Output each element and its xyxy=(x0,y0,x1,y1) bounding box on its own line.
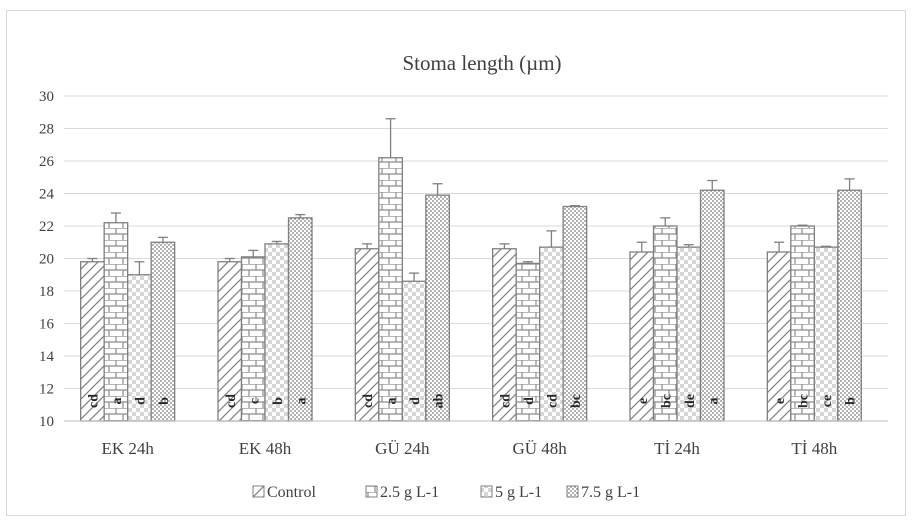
bar xyxy=(699,189,725,422)
y-tick-label: 30 xyxy=(39,89,54,105)
significance-letter: b xyxy=(157,397,172,405)
x-axis: EK 24h EK 48h GÜ 24h GÜ 48h Tİ 24h Tİ 48h xyxy=(64,420,888,458)
bar xyxy=(652,225,678,422)
significance-letter: ce xyxy=(820,395,835,407)
legend-swatch xyxy=(365,485,378,498)
significance-letter: e xyxy=(636,398,651,404)
significance-letter: bc xyxy=(659,394,674,408)
chart-title: Stoma length (µm) xyxy=(402,51,561,75)
legend-label: 7.5 g L-1 xyxy=(581,484,640,501)
significance-letter: a xyxy=(706,398,721,405)
legend-swatch xyxy=(480,485,493,498)
x-category-label: GÜ 48h xyxy=(513,439,568,458)
y-tick-label: 24 xyxy=(39,187,55,203)
significance-letter: d xyxy=(522,397,537,405)
significance-letter: cd xyxy=(224,394,239,408)
significance-letter: d xyxy=(408,397,423,405)
bar xyxy=(287,217,313,422)
significance-letter: e xyxy=(773,398,788,404)
bar xyxy=(837,189,862,422)
x-category-label: EK 24h xyxy=(101,439,154,458)
bar xyxy=(425,194,450,422)
bar xyxy=(264,243,290,422)
legend-swatch xyxy=(252,485,265,498)
significance-letter: a xyxy=(385,398,400,405)
significance-letter: b xyxy=(271,397,286,405)
y-tick-label: 10 xyxy=(39,414,54,430)
significance-letter: c xyxy=(247,398,262,404)
y-tick-label: 26 xyxy=(39,154,55,170)
significance-letter: bc xyxy=(797,394,812,408)
significance-letter: a xyxy=(294,398,309,405)
significance-letter: de xyxy=(683,394,698,408)
legend-label: 5 g L-1 xyxy=(495,484,542,501)
y-tick-label: 20 xyxy=(39,252,54,268)
bar xyxy=(562,205,588,422)
y-tick-label: 12 xyxy=(39,382,54,398)
legend-label: Control xyxy=(267,484,316,501)
significance-letter: cd xyxy=(545,394,560,408)
bar xyxy=(790,225,815,422)
legend-label: 2.5 g L-1 xyxy=(380,484,439,501)
significance-letter: cd xyxy=(498,394,513,408)
significance-letter: a xyxy=(110,398,125,405)
y-tick-label: 14 xyxy=(39,349,55,365)
x-category-label: GÜ 24h xyxy=(375,439,430,458)
y-tick-label: 18 xyxy=(39,284,54,300)
x-category-label: EK 48h xyxy=(239,439,292,458)
bars: cd a d b cd c b a cd a d ab cd d cd bc e bc de a e bc ce b xyxy=(80,118,862,422)
significance-letter: cd xyxy=(86,394,101,408)
y-tick-label: 16 xyxy=(39,317,55,333)
bar xyxy=(103,222,129,422)
bar xyxy=(629,251,655,422)
significance-letter: d xyxy=(133,397,148,405)
significance-letter: b xyxy=(844,397,859,405)
y-tick-label: 28 xyxy=(39,122,54,138)
x-category-label: Tİ 48h xyxy=(791,439,837,458)
legend-swatch xyxy=(566,485,579,498)
bar xyxy=(378,157,403,422)
y-axis: 10 12 14 16 18 20 22 24 26 28 30 xyxy=(39,89,55,430)
gridlines xyxy=(64,95,888,389)
bar xyxy=(240,256,266,422)
y-tick-label: 22 xyxy=(39,219,54,235)
bar xyxy=(766,251,792,422)
legend: Control 2.5 g L-1 5 g L-1 7.5 g L-1 xyxy=(252,484,640,501)
significance-letter: cd xyxy=(361,394,376,408)
bar xyxy=(150,241,176,422)
x-category-label: Tİ 24h xyxy=(654,439,700,458)
significance-letter: bc xyxy=(569,394,584,408)
significance-letter: ab xyxy=(432,393,447,408)
